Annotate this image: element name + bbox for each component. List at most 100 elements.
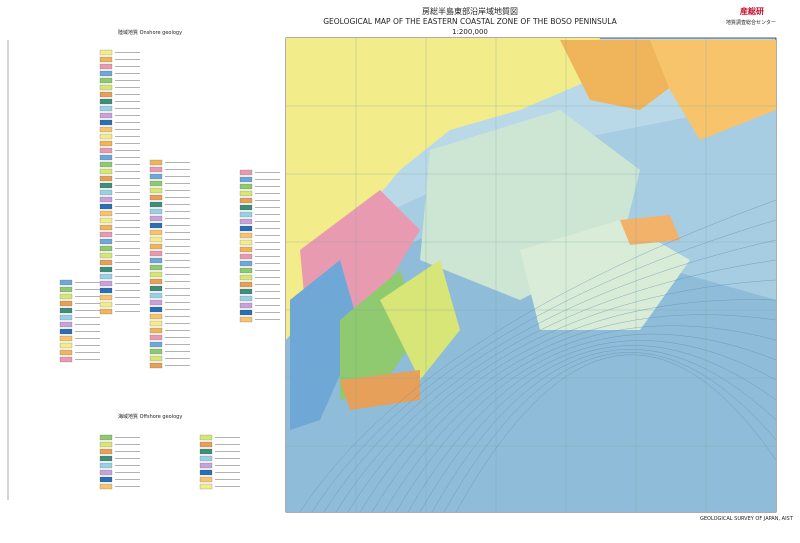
legend-swatch — [99, 98, 113, 105]
legend-swatch — [59, 328, 73, 335]
legend-swatch — [99, 203, 113, 210]
contour — [395, 333, 777, 513]
legend-swatch — [149, 173, 163, 180]
legend-swatch — [149, 250, 163, 257]
land — [286, 38, 600, 340]
legend-swatch — [99, 462, 113, 469]
legend-swatch — [149, 306, 163, 313]
legend-heading: 海域地質 Offshore geology — [118, 413, 182, 420]
legend-swatch — [149, 355, 163, 362]
legend-swatch — [59, 335, 73, 342]
legend-swatch — [149, 208, 163, 215]
legend-swatch — [239, 295, 253, 302]
legend-swatch — [239, 204, 253, 211]
legend-swatch — [199, 441, 213, 448]
legend-swatch — [99, 294, 113, 301]
legend-swatch — [59, 349, 73, 356]
legend-swatch — [149, 362, 163, 369]
legend-swatch — [99, 469, 113, 476]
legend-swatch — [99, 175, 113, 182]
legend-swatch — [239, 274, 253, 281]
legend-swatch — [149, 215, 163, 222]
legend-swatch — [99, 161, 113, 168]
legend-swatch — [99, 196, 113, 203]
legend-swatch — [99, 238, 113, 245]
legend-swatch — [149, 201, 163, 208]
legend-swatch — [239, 225, 253, 232]
legend-swatch — [149, 320, 163, 327]
contour — [407, 340, 777, 513]
legend-swatch — [239, 246, 253, 253]
legend-swatch — [99, 91, 113, 98]
legend-swatch — [99, 63, 113, 70]
legend-swatch — [149, 229, 163, 236]
legend — [7, 40, 280, 500]
legend-swatch — [199, 455, 213, 462]
legend-swatch — [239, 218, 253, 225]
legend-swatch — [99, 154, 113, 161]
legend-swatch — [99, 119, 113, 126]
legend-swatch — [149, 187, 163, 194]
contour — [383, 325, 777, 513]
legend-swatch — [99, 217, 113, 224]
contour — [359, 299, 777, 513]
legend-swatch — [99, 455, 113, 462]
legend-swatch — [239, 302, 253, 309]
legend-swatch — [99, 189, 113, 196]
legend-swatch — [149, 166, 163, 173]
legend-swatch — [99, 140, 113, 147]
legend-swatch — [199, 483, 213, 490]
legend-swatch — [59, 293, 73, 300]
title-ja: 房総半島東部沿岸域地質図 — [422, 6, 518, 16]
legend-swatch — [199, 476, 213, 483]
legend-swatch — [149, 292, 163, 299]
legend-swatch — [99, 266, 113, 273]
legend-swatch — [149, 278, 163, 285]
legend-swatch — [99, 301, 113, 308]
land-unit — [620, 215, 680, 245]
legend-swatch — [99, 252, 113, 259]
legend-swatch — [239, 260, 253, 267]
legend-swatch — [149, 313, 163, 320]
legend-swatch — [99, 273, 113, 280]
legend-swatch — [99, 448, 113, 455]
legend-swatch — [59, 321, 73, 328]
legend-swatch — [239, 288, 253, 295]
legend-swatch — [99, 308, 113, 315]
legend-swatch — [99, 483, 113, 490]
legend-swatch — [99, 210, 113, 217]
legend-swatch — [59, 314, 73, 321]
legend-heading: 陸域地質 Onshore geology — [118, 29, 182, 36]
legend-swatch — [99, 133, 113, 140]
legend-swatch — [99, 84, 113, 91]
legend-swatch — [59, 300, 73, 307]
contour — [335, 259, 777, 513]
legend-swatch — [239, 239, 253, 246]
legend-swatch — [149, 257, 163, 264]
legend-swatch — [239, 281, 253, 288]
legend-swatch — [149, 327, 163, 334]
legend-swatch — [239, 309, 253, 316]
legend-swatch — [99, 231, 113, 238]
contour — [311, 219, 777, 513]
contour — [347, 279, 777, 513]
legend-swatch — [99, 441, 113, 448]
land-unit — [560, 40, 680, 110]
legend-swatch — [99, 112, 113, 119]
land-unit — [380, 260, 460, 380]
legend-swatch — [59, 342, 73, 349]
legend-swatch — [99, 168, 113, 175]
legend-swatch — [199, 434, 213, 441]
legend-swatch — [239, 183, 253, 190]
legend-swatch — [199, 469, 213, 476]
legend-swatch — [239, 169, 253, 176]
legend-swatch — [149, 159, 163, 166]
legend-swatch — [149, 243, 163, 250]
land-unit — [650, 40, 776, 140]
legend-swatch — [149, 299, 163, 306]
legend-swatch — [99, 476, 113, 483]
legend-swatch — [99, 259, 113, 266]
org: 地質調査総合センター — [726, 19, 776, 26]
logo: 産総研 — [740, 6, 764, 16]
